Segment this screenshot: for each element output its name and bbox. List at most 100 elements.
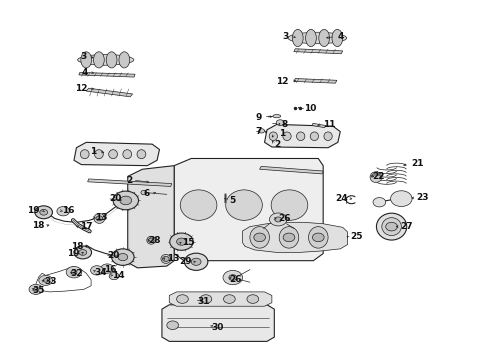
Text: 17: 17: [80, 222, 93, 231]
Ellipse shape: [161, 255, 171, 264]
Ellipse shape: [109, 273, 119, 280]
Ellipse shape: [77, 54, 134, 65]
Circle shape: [101, 264, 114, 273]
Ellipse shape: [382, 218, 401, 235]
Text: 7: 7: [256, 127, 262, 136]
Text: 5: 5: [229, 196, 236, 205]
Text: 4: 4: [81, 68, 88, 77]
Text: 11: 11: [323, 120, 336, 129]
Ellipse shape: [309, 226, 328, 248]
Circle shape: [141, 190, 147, 195]
Ellipse shape: [296, 132, 305, 140]
Circle shape: [275, 217, 282, 222]
Circle shape: [391, 191, 412, 207]
Text: 9: 9: [256, 113, 262, 122]
Ellipse shape: [306, 30, 317, 46]
Ellipse shape: [376, 213, 407, 240]
Polygon shape: [294, 78, 337, 83]
Circle shape: [91, 266, 103, 275]
Ellipse shape: [370, 172, 382, 183]
Text: 19: 19: [27, 206, 40, 215]
Text: 18: 18: [32, 221, 45, 230]
Ellipse shape: [332, 30, 343, 46]
Circle shape: [148, 238, 154, 242]
Text: 25: 25: [350, 232, 363, 241]
Circle shape: [176, 295, 188, 303]
Ellipse shape: [80, 150, 89, 159]
Circle shape: [118, 253, 128, 261]
Ellipse shape: [310, 132, 318, 140]
Text: 12: 12: [276, 77, 289, 86]
Text: 30: 30: [212, 323, 224, 332]
Text: 3: 3: [283, 32, 289, 41]
Polygon shape: [169, 292, 272, 306]
Text: 4: 4: [338, 32, 344, 41]
Text: 16: 16: [62, 206, 75, 215]
Text: 14: 14: [112, 271, 125, 280]
Circle shape: [170, 233, 193, 250]
Text: 26: 26: [229, 275, 242, 284]
Text: 29: 29: [180, 257, 192, 266]
Ellipse shape: [137, 150, 146, 159]
Circle shape: [229, 275, 237, 280]
Polygon shape: [294, 49, 343, 54]
Circle shape: [184, 253, 208, 270]
Ellipse shape: [123, 150, 132, 159]
Text: 1: 1: [279, 129, 286, 138]
Circle shape: [40, 210, 48, 215]
Text: 15: 15: [182, 238, 195, 247]
Polygon shape: [243, 222, 347, 252]
Text: 13: 13: [95, 213, 107, 222]
Circle shape: [66, 266, 82, 278]
Polygon shape: [260, 166, 323, 174]
Text: 32: 32: [71, 269, 83, 278]
Text: 12: 12: [75, 84, 88, 93]
Text: 1: 1: [90, 147, 96, 156]
Ellipse shape: [293, 30, 303, 46]
Circle shape: [223, 270, 243, 285]
Ellipse shape: [119, 52, 130, 68]
Circle shape: [254, 233, 266, 242]
Circle shape: [247, 295, 259, 303]
Ellipse shape: [319, 30, 330, 46]
Text: 20: 20: [107, 251, 120, 260]
Text: 24: 24: [335, 194, 347, 203]
Polygon shape: [74, 142, 159, 166]
Ellipse shape: [94, 213, 105, 224]
Polygon shape: [128, 166, 174, 268]
Circle shape: [270, 213, 287, 226]
Text: 33: 33: [45, 276, 57, 285]
Ellipse shape: [180, 190, 217, 220]
Ellipse shape: [106, 52, 117, 68]
Circle shape: [39, 275, 52, 285]
Ellipse shape: [324, 132, 332, 140]
Ellipse shape: [279, 226, 299, 248]
Ellipse shape: [147, 236, 156, 244]
Polygon shape: [162, 305, 274, 341]
Ellipse shape: [271, 190, 308, 220]
Text: 23: 23: [416, 193, 429, 202]
Text: 2: 2: [274, 140, 281, 149]
Ellipse shape: [95, 150, 103, 159]
Circle shape: [176, 238, 186, 245]
Ellipse shape: [109, 150, 118, 159]
Polygon shape: [79, 72, 135, 77]
Ellipse shape: [226, 190, 262, 220]
Ellipse shape: [283, 132, 291, 140]
Text: 31: 31: [197, 297, 210, 306]
Circle shape: [113, 191, 139, 210]
Polygon shape: [174, 158, 323, 261]
Circle shape: [167, 321, 178, 329]
Circle shape: [223, 295, 235, 303]
Text: 3: 3: [80, 52, 86, 61]
Text: 6: 6: [144, 189, 150, 198]
Text: 20: 20: [110, 194, 122, 203]
Text: 22: 22: [372, 172, 385, 181]
Ellipse shape: [250, 226, 270, 248]
Circle shape: [35, 206, 52, 219]
Circle shape: [57, 207, 70, 216]
Text: 27: 27: [400, 222, 413, 231]
Circle shape: [313, 233, 324, 242]
Polygon shape: [88, 179, 172, 186]
Text: 13: 13: [167, 254, 179, 263]
